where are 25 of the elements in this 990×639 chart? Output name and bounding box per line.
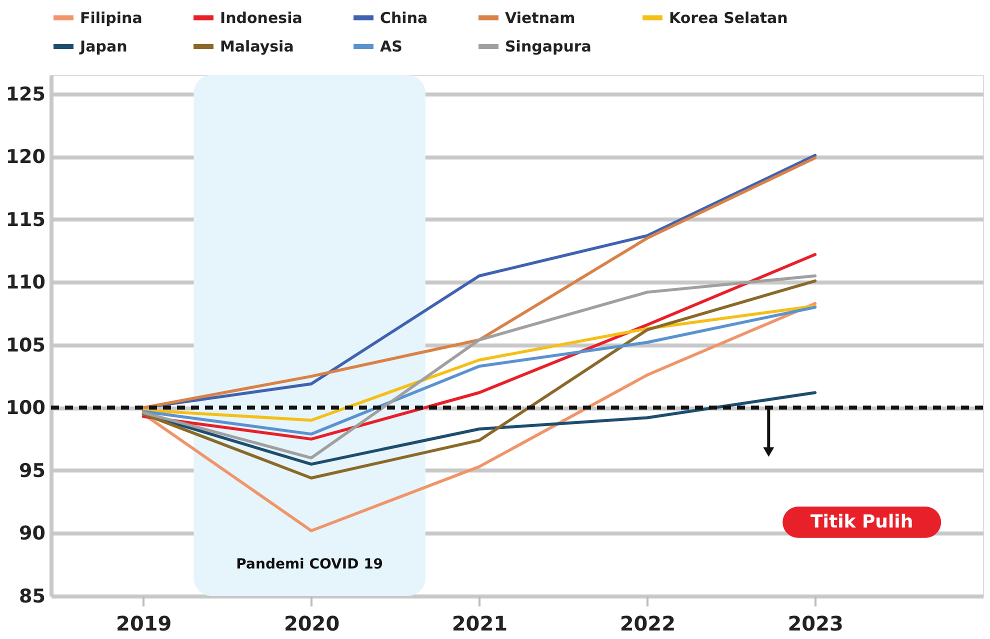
y-tick-label: 110	[6, 272, 46, 294]
legend-label: Vietnam	[505, 8, 576, 27]
x-tick-label: 2019	[116, 612, 172, 636]
y-tick-label: 100	[6, 397, 46, 420]
legend-label: Korea Selatan	[669, 8, 788, 27]
y-tick-label: 115	[6, 208, 46, 231]
y-tick-label: 90	[19, 522, 46, 545]
x-tick-label: 2021	[452, 612, 508, 636]
y-tick-label: 125	[6, 83, 46, 106]
x-tick-label: 2022	[620, 612, 676, 636]
y-tick-label: 95	[19, 460, 46, 482]
legend-label: Filipina	[80, 8, 142, 27]
x-tick-label: 2023	[788, 612, 844, 636]
y-tick-label: 85	[19, 586, 46, 608]
legend-label: Malaysia	[220, 38, 294, 56]
legend-label: AS	[380, 38, 402, 56]
x-tick-label: 2020	[284, 612, 340, 636]
legend-label: China	[380, 8, 428, 27]
legend-label: Japan	[79, 38, 128, 56]
y-tick-label: 120	[6, 146, 46, 168]
y-tick-label: 105	[6, 334, 46, 356]
annotation: Titik Pulih	[810, 511, 914, 532]
legend-label: Singapura	[505, 38, 592, 56]
band-label: Pandemi COVID 19	[236, 556, 384, 573]
legend-label: Indonesia	[220, 8, 302, 27]
